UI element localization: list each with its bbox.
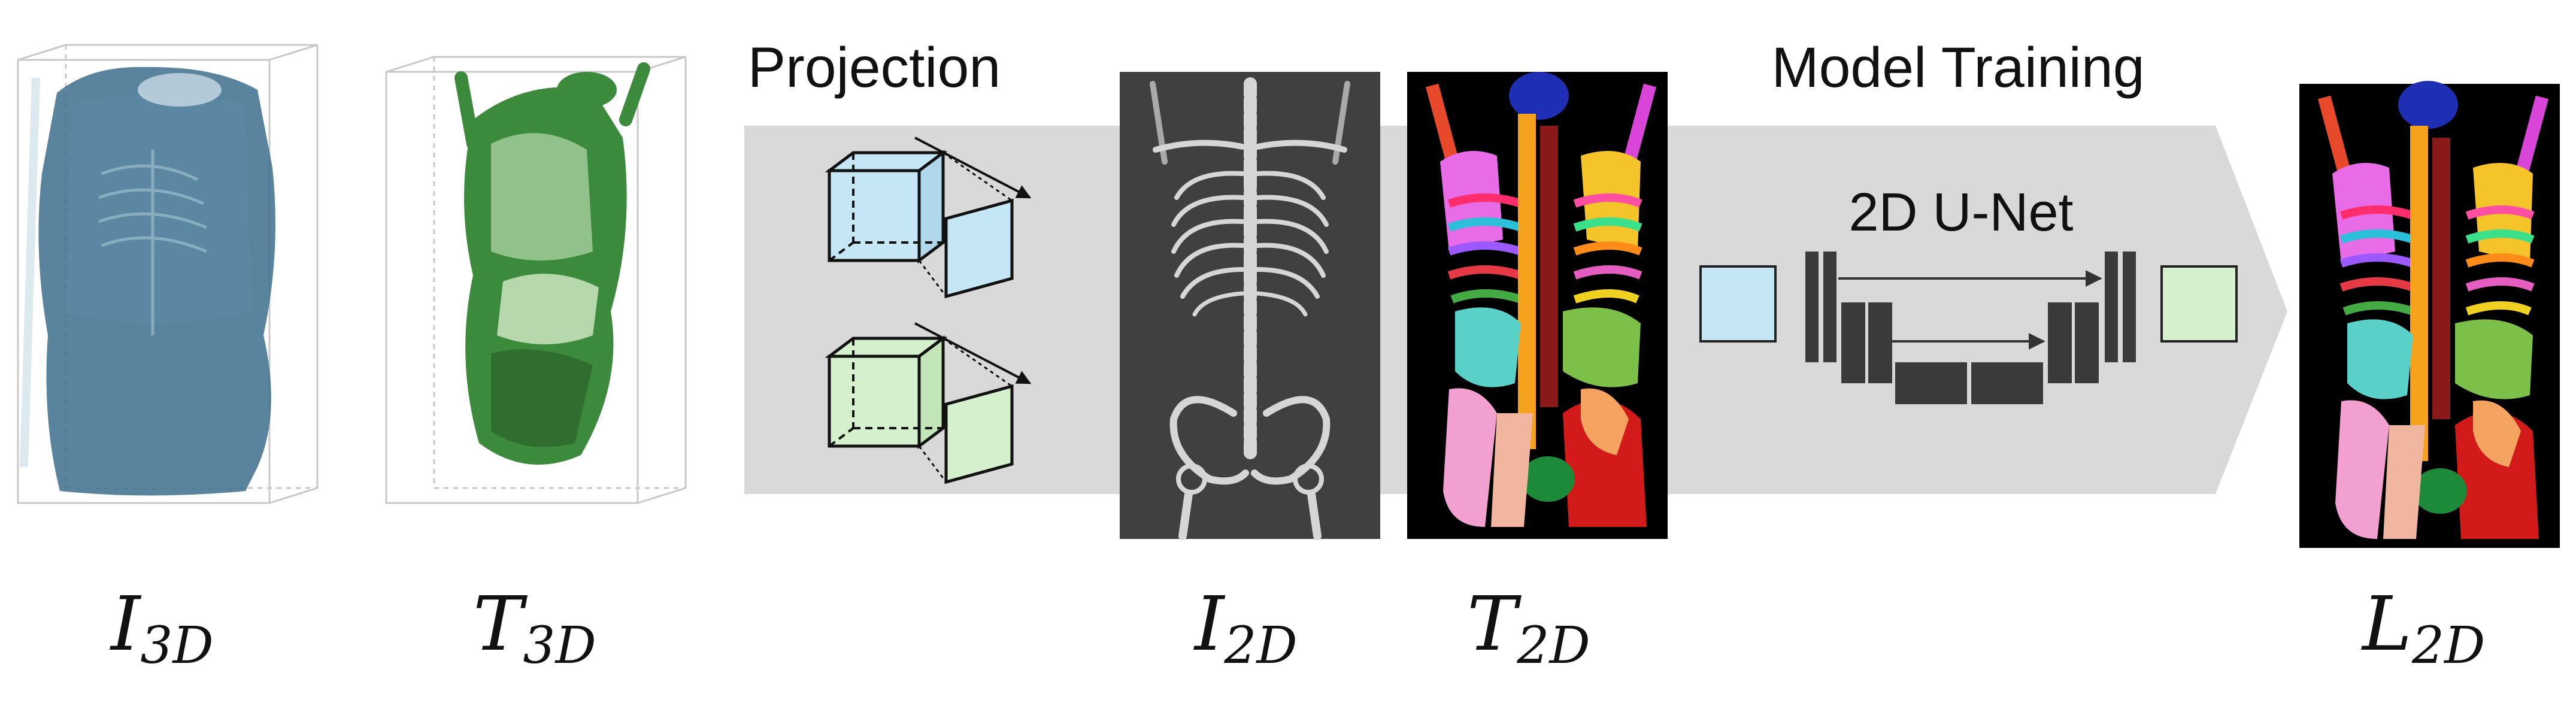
label-t3d-sub: 3D — [523, 616, 596, 675]
label-t2d-sub: 2D — [1516, 616, 1590, 675]
segmentation-map-t2d — [1407, 72, 1668, 539]
label-l2d-sub: 2D — [2411, 616, 2485, 675]
label-l2d: L2D — [2361, 581, 2485, 675]
segmentation-map-l2d — [2299, 81, 2560, 548]
unet-label: 2D U-Net — [1848, 183, 2073, 243]
label-i2d-main: I — [1193, 581, 1226, 668]
label-l2d-main: L — [2361, 581, 2412, 668]
unet-input-square — [1699, 265, 1777, 343]
projection-cube-green-icon — [825, 322, 1032, 484]
label-i3d-sub: 3D — [140, 616, 213, 675]
projection-cube-blue-icon — [825, 137, 1032, 299]
label-t2d-main: T — [1467, 581, 1522, 668]
label-i2d-sub: 2D — [1223, 616, 1297, 675]
ct-volume-icon — [17, 44, 319, 504]
xray-projection-image — [1120, 72, 1380, 540]
label-t2d: T2D — [1467, 581, 1590, 675]
unet-architecture-icon — [1699, 252, 2238, 404]
label-i3d: I3D — [110, 581, 214, 675]
segmentation-volume-icon — [385, 56, 687, 504]
training-title: Model Training — [1771, 36, 2144, 99]
unet-output-square — [2160, 265, 2238, 343]
projection-title: Projection — [748, 36, 1001, 99]
label-i2d: I2D — [1193, 581, 1298, 675]
label-t3d-main: T — [473, 581, 528, 668]
label-i3d-main: I — [110, 581, 142, 668]
label-t3d: T3D — [473, 581, 596, 675]
